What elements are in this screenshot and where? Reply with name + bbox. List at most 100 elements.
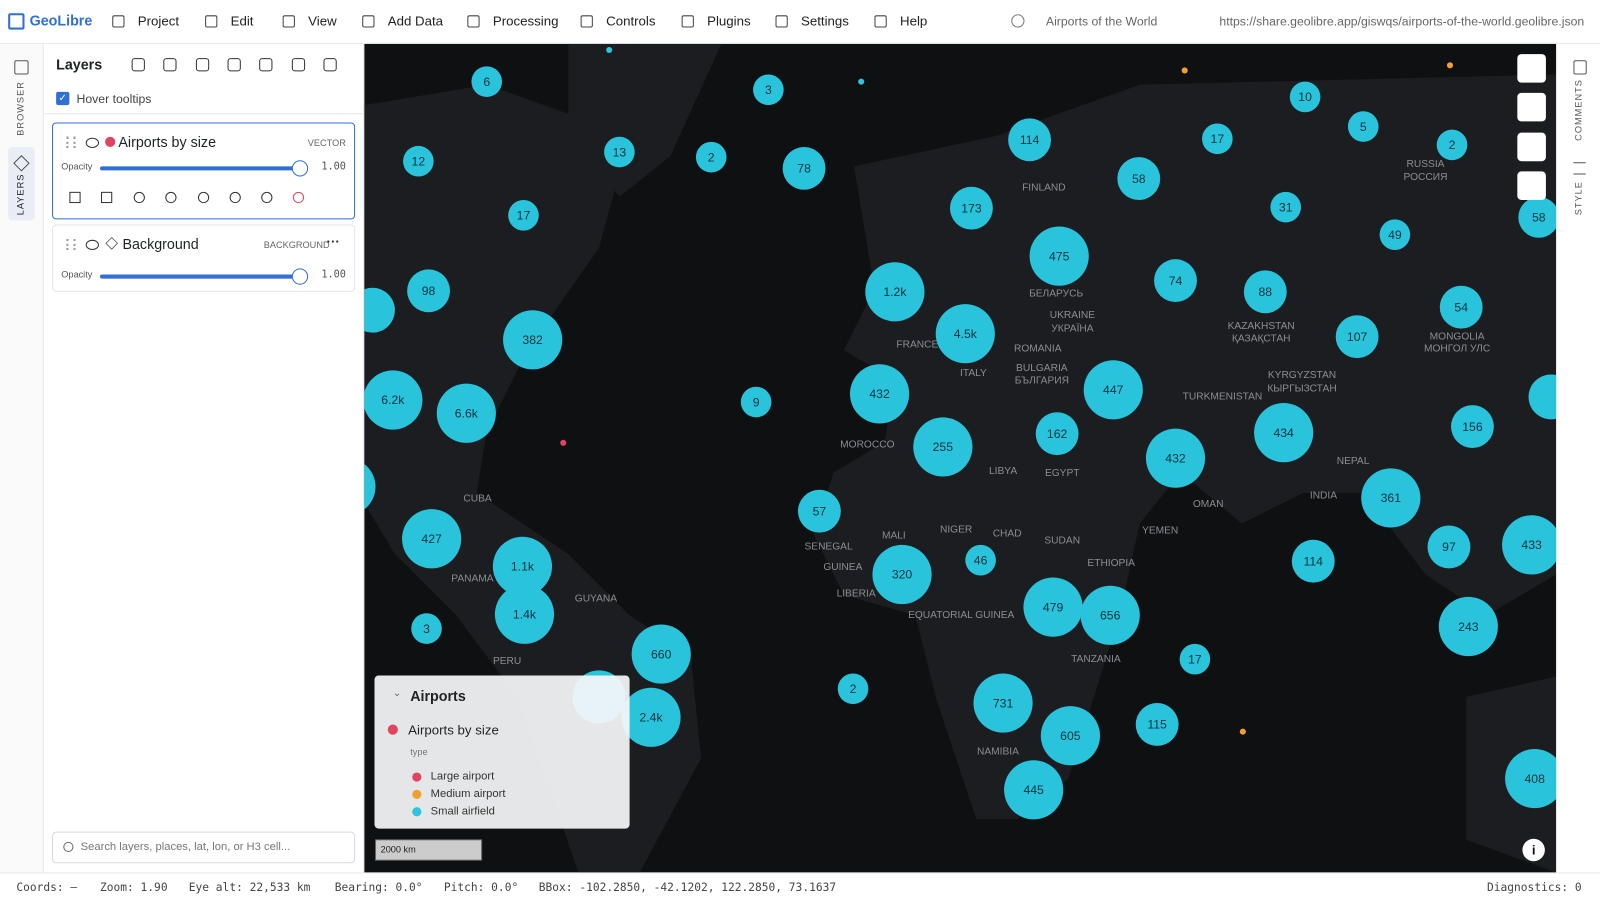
cluster[interactable] — [402, 509, 462, 569]
cluster[interactable] — [1135, 703, 1179, 746]
layer-action[interactable] — [69, 191, 81, 204]
slider-knob[interactable] — [291, 160, 309, 177]
cluster[interactable] — [1335, 315, 1379, 359]
toolbar-icon[interactable] — [323, 58, 337, 72]
fullscreen-button[interactable] — [1517, 54, 1546, 83]
slider-knob[interactable] — [291, 268, 309, 285]
menu-item[interactable]: Plugins — [707, 13, 751, 29]
cluster[interactable] — [1083, 360, 1143, 420]
compass-button[interactable] — [1517, 92, 1546, 122]
checkbox[interactable]: ✓ — [56, 91, 70, 106]
menu-item[interactable]: Add Data — [387, 13, 444, 29]
cluster[interactable] — [1361, 468, 1421, 528]
menu-item[interactable]: Processing — [492, 13, 559, 29]
rail-tab[interactable]: COMMENTS — [1573, 79, 1584, 141]
browser-icon[interactable] — [14, 60, 29, 75]
layer-action[interactable] — [292, 191, 305, 204]
cluster[interactable] — [508, 199, 539, 231]
comments-icon[interactable] — [1573, 60, 1587, 75]
cluster[interactable] — [364, 458, 376, 515]
cluster[interactable] — [1254, 403, 1314, 463]
cluster[interactable] — [1505, 748, 1557, 809]
cluster[interactable] — [1436, 129, 1468, 161]
layer-card[interactable]: Airports by size VECTOR Opacity 1.00 — [52, 122, 356, 220]
cluster[interactable] — [837, 673, 869, 705]
cluster[interactable] — [1289, 81, 1321, 113]
toolbar-icon[interactable] — [227, 58, 241, 72]
cluster[interactable] — [973, 673, 1033, 733]
opacity-slider[interactable] — [99, 268, 309, 285]
cluster[interactable] — [849, 364, 910, 424]
cluster[interactable] — [631, 624, 691, 684]
search-box[interactable]: Search layers, places, lat, lon, or H3 c… — [52, 831, 356, 864]
globe-button[interactable] — [1517, 132, 1546, 162]
cluster[interactable] — [1427, 525, 1471, 569]
layer-action[interactable] — [101, 191, 113, 204]
cluster[interactable] — [1439, 285, 1483, 329]
cluster[interactable] — [492, 536, 553, 596]
style-icon[interactable] — [1573, 162, 1586, 175]
cluster[interactable] — [1008, 118, 1052, 162]
cluster[interactable] — [753, 74, 784, 106]
cluster[interactable] — [1243, 270, 1287, 314]
cluster[interactable] — [494, 584, 555, 644]
visibility-icon[interactable] — [85, 137, 99, 148]
layer-action[interactable] — [197, 191, 210, 204]
menu-item[interactable]: Controls — [606, 13, 656, 29]
cluster[interactable] — [1347, 111, 1379, 142]
menu-item[interactable]: Help — [899, 13, 928, 29]
menu-item[interactable]: Project — [137, 13, 180, 29]
opacity-slider[interactable] — [99, 160, 309, 177]
cluster[interactable] — [604, 136, 635, 168]
cluster[interactable] — [1291, 539, 1335, 583]
cluster[interactable] — [364, 370, 423, 430]
more-button[interactable]: ··· — [326, 233, 340, 249]
cluster[interactable] — [1179, 643, 1211, 675]
toolbar-icon[interactable] — [195, 58, 210, 72]
cluster[interactable] — [1202, 123, 1233, 155]
toolbar-icon[interactable] — [163, 58, 177, 72]
layer-action[interactable] — [229, 191, 241, 204]
layer-action[interactable] — [133, 191, 145, 204]
point[interactable] — [606, 46, 613, 54]
cluster[interactable] — [1518, 196, 1557, 238]
rail-tab[interactable]: STYLE — [1573, 181, 1584, 216]
cluster[interactable] — [407, 269, 450, 313]
point[interactable] — [1446, 62, 1454, 69]
cluster[interactable] — [1502, 515, 1557, 575]
cluster[interactable] — [935, 304, 995, 364]
cluster[interactable] — [1438, 596, 1498, 657]
cluster[interactable] — [695, 141, 727, 173]
collapse-icon[interactable]: ⌄ — [392, 687, 402, 699]
layer-action[interactable] — [261, 191, 273, 204]
info-button[interactable] — [1522, 838, 1545, 862]
point[interactable] — [858, 78, 865, 85]
cluster[interactable] — [740, 386, 772, 418]
cluster[interactable] — [436, 383, 496, 443]
cluster[interactable] — [1023, 577, 1083, 637]
cluster[interactable] — [1035, 412, 1079, 456]
cluster[interactable] — [411, 613, 442, 644]
menu-item[interactable]: Edit — [230, 13, 254, 29]
brand[interactable]: GeoLibre — [29, 12, 93, 29]
cluster[interactable] — [1080, 585, 1140, 645]
cluster[interactable] — [621, 687, 681, 747]
rail-tab[interactable]: LAYERS — [15, 173, 26, 216]
share-url[interactable]: https://share.geolibre.app/giswqs/airpor… — [1219, 14, 1585, 29]
cluster[interactable] — [364, 287, 395, 333]
rail-tab[interactable]: BROWSER — [15, 81, 26, 136]
cluster[interactable] — [872, 544, 932, 605]
cluster[interactable] — [1451, 405, 1494, 448]
cluster[interactable] — [1040, 706, 1100, 766]
cluster[interactable] — [782, 146, 826, 190]
theme-toggle[interactable] — [1011, 14, 1025, 28]
cluster[interactable] — [403, 145, 434, 177]
cluster[interactable] — [1029, 226, 1089, 286]
cluster[interactable] — [797, 489, 841, 533]
cluster[interactable] — [1154, 259, 1197, 303]
point[interactable] — [1239, 728, 1246, 735]
toolbar-icon[interactable] — [291, 58, 306, 72]
cluster[interactable] — [471, 66, 503, 97]
layer-card[interactable]: Background BACKGROUND ··· Opacity 1.00 — [52, 224, 356, 292]
cluster[interactable] — [1117, 157, 1161, 200]
